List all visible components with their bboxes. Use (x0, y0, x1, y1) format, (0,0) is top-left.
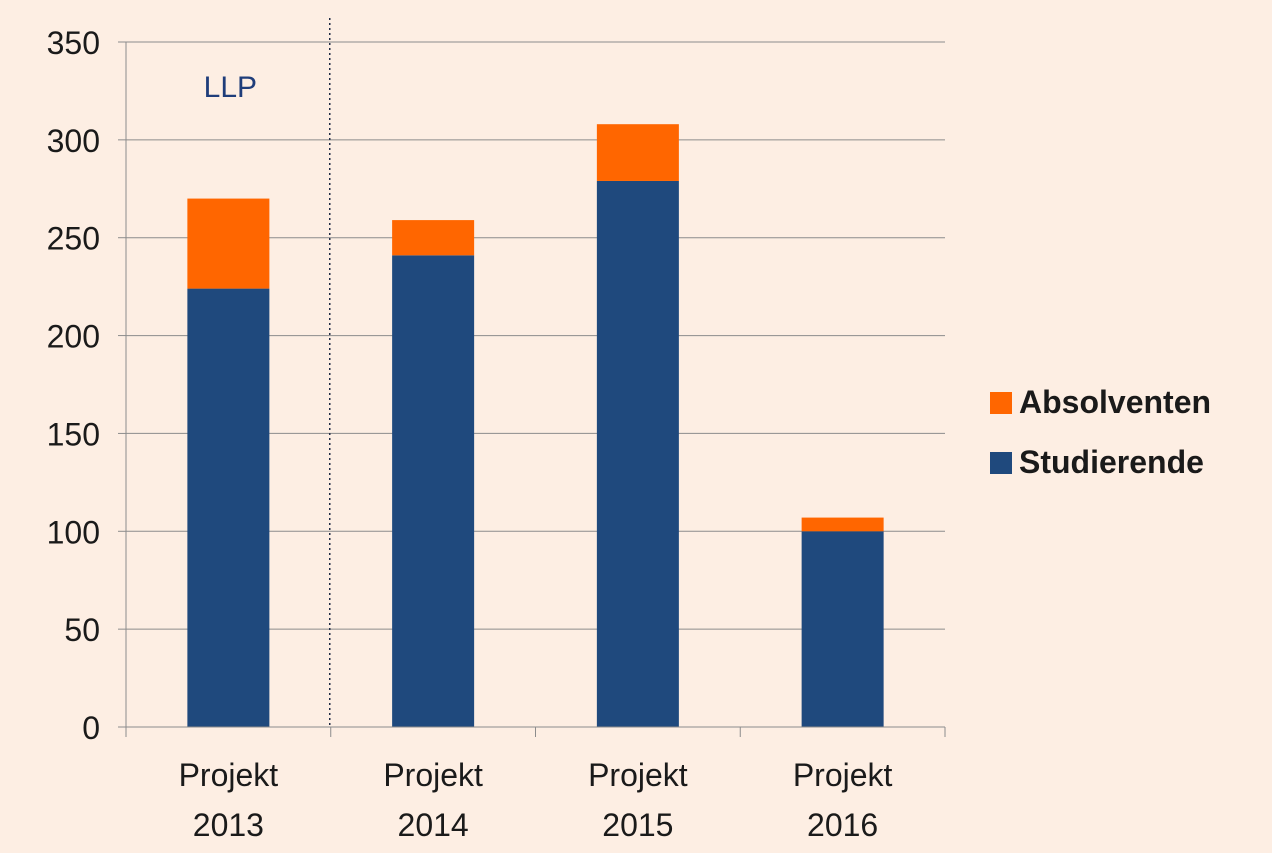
legend-swatch-studierende (990, 452, 1012, 474)
x-tick-label: 2015 (602, 807, 673, 843)
bar-absolventen-0 (187, 198, 270, 289)
y-tick-label: 200 (47, 319, 100, 355)
y-tick-label: 350 (47, 25, 100, 61)
bar-absolventen-2 (596, 124, 679, 181)
x-tick-label: 2014 (398, 807, 469, 843)
bar-studierende-3 (801, 531, 884, 727)
bars (187, 124, 884, 728)
bar-absolventen-1 (392, 220, 475, 256)
y-tick-label: 300 (47, 123, 100, 159)
bar-studierende-1 (392, 255, 475, 728)
legend-label-absolventen: Absolventen (1019, 384, 1211, 420)
x-tick-label: 2013 (193, 807, 264, 843)
x-tick-label: Projekt (179, 757, 279, 793)
legend-label-studierende: Studierende (1019, 444, 1204, 480)
x-tick-label: Projekt (383, 757, 483, 793)
annotation-llp: LLP (204, 71, 257, 104)
bar-studierende-2 (596, 180, 679, 727)
annotations: LLP (204, 18, 331, 727)
legend-swatch-absolventen (990, 392, 1012, 414)
x-tick-label: Projekt (793, 757, 893, 793)
x-tick-label: Projekt (588, 757, 688, 793)
bar-studierende-0 (187, 288, 270, 727)
y-tick-label: 150 (47, 416, 100, 452)
y-tick-labels: 0 50 100 150 200 250 300 350 (47, 25, 100, 746)
legend: Absolventen Studierende (990, 384, 1211, 480)
y-tick-label: 250 (47, 221, 100, 257)
y-tick-label: 50 (64, 612, 100, 648)
bar-absolventen-3 (801, 517, 884, 532)
x-tick-labels: Projekt 2013 Projekt 2014 Projekt 2015 Projekt… (179, 757, 893, 843)
y-tick-label: 100 (47, 514, 100, 550)
y-tick-label: 0 (82, 710, 100, 746)
x-tick-label: 2016 (807, 807, 878, 843)
axes (118, 41, 946, 737)
